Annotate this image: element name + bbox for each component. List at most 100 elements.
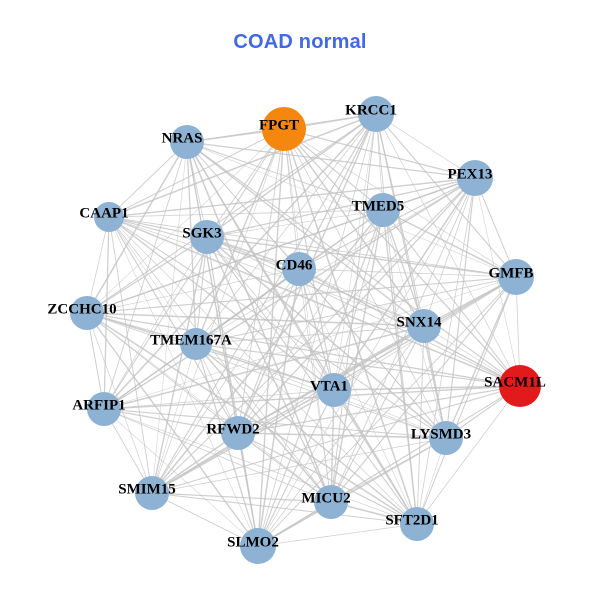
edge-vta1-lysmd3 — [333, 389, 447, 439]
edge-arfip1-rfwd2 — [103, 408, 239, 434]
node-label-sft2d1: SFT2D1 — [385, 512, 438, 528]
edge-tmem167a-sacm1l — [195, 343, 521, 387]
edge-cd46-sft2d1 — [298, 268, 418, 525]
node-snx14[interactable] — [407, 309, 441, 343]
node-pex13[interactable] — [457, 160, 493, 196]
edge-sacm1l-arfip1 — [103, 385, 521, 410]
node-gmfb[interactable] — [498, 259, 534, 295]
node-vta1[interactable] — [317, 373, 351, 407]
edge-vta1-arfip1 — [103, 389, 335, 410]
node-caap1[interactable] — [94, 202, 124, 232]
node-label-arfip1: ARFIP1 — [72, 397, 125, 413]
edge-cd46-snx14 — [298, 268, 425, 327]
edge-krcc1-tmem167a — [195, 113, 377, 345]
edge-arfip1-lysmd3 — [103, 408, 447, 439]
edge-snx14-tmem167a — [195, 325, 425, 345]
edge-caap1-sacm1l — [108, 216, 521, 387]
edge-fpgt-lysmd3 — [283, 128, 447, 439]
edge-pex13-rfwd2 — [237, 177, 476, 434]
node-nras[interactable] — [170, 125, 204, 159]
node-rfwd2[interactable] — [221, 416, 255, 450]
node-lysmd3[interactable] — [429, 421, 463, 455]
node-tmed5[interactable] — [366, 193, 400, 227]
edge-gmfb-tmem167a — [195, 276, 517, 345]
edge-caap1-rfwd2 — [108, 216, 239, 434]
edge-arfip1-micu2 — [103, 408, 332, 503]
edge-vta1-micu2 — [330, 389, 335, 503]
edge-sgk3-snx14 — [206, 236, 425, 327]
edge-zcchc10-rfwd2 — [86, 312, 239, 434]
node-slmo2[interactable] — [240, 528, 276, 564]
edge-vta1-rfwd2 — [237, 389, 335, 434]
edge-zcchc10-slmo2 — [86, 312, 259, 547]
edge-fpgt-zcchc10 — [86, 128, 285, 314]
edge-pex13-tmem167a — [195, 177, 476, 345]
node-label-cd46: CD46 — [276, 257, 313, 273]
edge-rfwd2-sft2d1 — [237, 432, 418, 525]
edge-vta1-sft2d1 — [333, 389, 418, 525]
edge-caap1-gmfb — [108, 216, 517, 278]
edge-pex13-caap1 — [108, 177, 476, 218]
node-micu2[interactable] — [314, 485, 348, 519]
node-label-krcc1: KRCC1 — [345, 102, 397, 118]
node-sgk3[interactable] — [190, 220, 224, 254]
edge-rfwd2-micu2 — [237, 432, 332, 503]
edge-sacm1l-vta1 — [333, 385, 521, 391]
edge-rfwd2-lysmd3 — [237, 432, 447, 439]
edge-fpgt-sgk3 — [206, 128, 285, 238]
edge-rfwd2-smim15 — [151, 432, 239, 494]
edge-vta1-slmo2 — [257, 389, 335, 547]
edge-lysmd3-smim15 — [151, 437, 447, 494]
edge-lysmd3-slmo2 — [257, 437, 447, 547]
edge-nras-pex13 — [186, 141, 476, 179]
edge-tmed5-sacm1l — [382, 209, 521, 387]
edge-cd46-slmo2 — [257, 268, 300, 547]
edge-cd46-vta1 — [298, 268, 335, 391]
node-zcchc10[interactable] — [70, 296, 104, 330]
node-sacm1l[interactable] — [499, 365, 541, 407]
edge-krcc1-lysmd3 — [375, 113, 447, 439]
edge-krcc1-sgk3 — [206, 113, 377, 238]
edge-tmem167a-vta1 — [195, 343, 335, 391]
edge-sgk3-vta1 — [206, 236, 335, 391]
edge-nras-snx14 — [186, 141, 425, 327]
edge-sacm1l-sft2d1 — [416, 385, 521, 525]
edge-caap1-sft2d1 — [108, 216, 418, 525]
node-smim15[interactable] — [135, 476, 169, 510]
node-label-snx14: SNX14 — [396, 314, 442, 330]
edge-pex13-snx14 — [423, 177, 476, 327]
node-tmem167a[interactable] — [180, 328, 212, 360]
edge-snx14-lysmd3 — [423, 325, 447, 439]
edge-tmed5-snx14 — [382, 209, 425, 327]
edge-gmfb-sft2d1 — [416, 276, 517, 525]
edge-sgk3-sacm1l — [206, 236, 521, 387]
edge-gmfb-lysmd3 — [445, 276, 517, 439]
edge-zcchc10-sft2d1 — [86, 312, 418, 525]
edge-krcc1-sacm1l — [375, 113, 521, 387]
node-krcc1[interactable] — [358, 96, 394, 132]
edge-nras-caap1 — [108, 141, 188, 218]
edge-fpgt-sft2d1 — [283, 128, 418, 525]
node-cd46[interactable] — [282, 252, 316, 286]
edge-fpgt-micu2 — [283, 128, 332, 503]
edge-tmed5-sgk3 — [206, 209, 384, 238]
edge-smim15-micu2 — [151, 492, 332, 503]
edge-pex13-smim15 — [151, 177, 476, 494]
node-label-sgk3: SGK3 — [182, 225, 221, 241]
edge-gmfb-micu2 — [330, 276, 517, 503]
edge-rfwd2-slmo2 — [237, 432, 259, 547]
edge-pex13-sgk3 — [206, 177, 476, 238]
edge-sft2d1-slmo2 — [257, 523, 418, 547]
edge-fpgt-caap1 — [108, 128, 285, 218]
edge-caap1-tmem167a — [108, 216, 197, 345]
node-label-rfwd2: RFWD2 — [206, 421, 259, 437]
edge-snx14-micu2 — [330, 325, 425, 503]
node-fpgt[interactable] — [262, 107, 306, 151]
edge-sgk3-slmo2 — [206, 236, 259, 547]
node-label-tmed5: TMED5 — [352, 198, 405, 214]
node-sft2d1[interactable] — [400, 507, 434, 541]
edge-gmfb-arfip1 — [103, 276, 517, 410]
node-arfip1[interactable] — [87, 392, 121, 426]
node-label-sacm1l: SACM1L — [484, 374, 546, 390]
edge-tmed5-slmo2 — [257, 209, 384, 547]
